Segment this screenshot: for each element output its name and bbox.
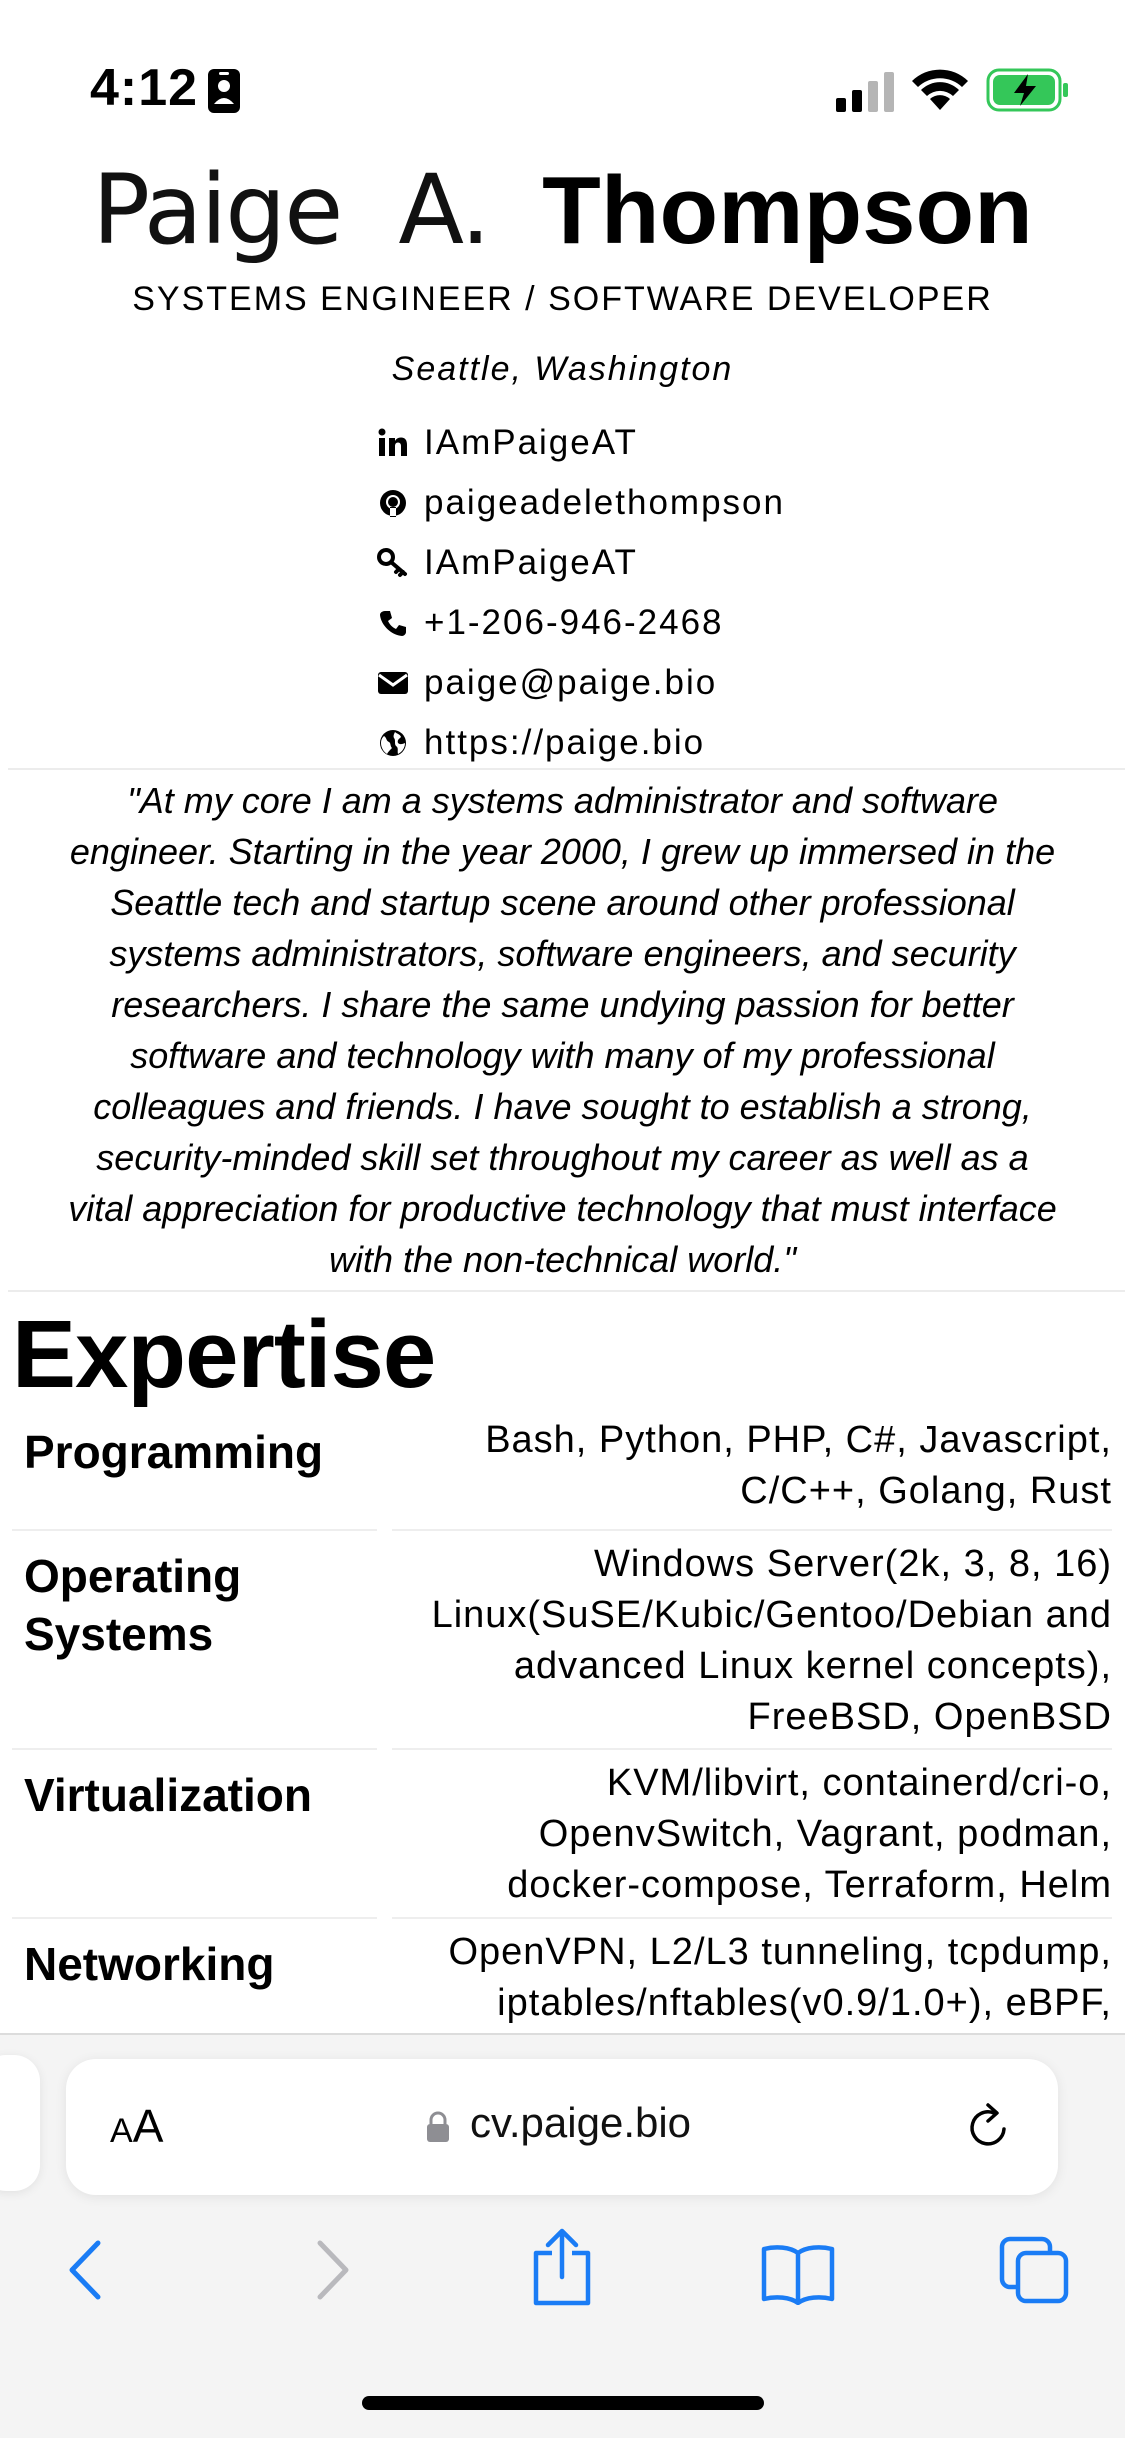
value-line: FreeBSD, OpenBSD bbox=[747, 1696, 1112, 1738]
share-button[interactable] bbox=[530, 2227, 594, 2307]
table-row: Operating Systems Windows Server(2k, 3, … bbox=[12, 1539, 1112, 1749]
battery-charging-icon bbox=[986, 68, 1068, 112]
contact-email-text: paige@paige.bio bbox=[424, 663, 718, 702]
row-label: Virtualization bbox=[24, 1769, 312, 1821]
job-title: SYSTEMS ENGINEER / SOFTWARE DEVELOPER bbox=[132, 280, 993, 318]
location: Seattle, Washington bbox=[391, 350, 734, 388]
value-line: advanced Linux kernel concepts), bbox=[513, 1645, 1112, 1687]
value-line: docker-compose, Terraform, Helm bbox=[507, 1864, 1112, 1906]
contact-github-text: paigeadelethompson bbox=[424, 483, 785, 522]
globe-icon bbox=[376, 726, 410, 760]
contact-keybase[interactable]: IAmPaigeAT bbox=[376, 533, 785, 593]
contact-linkedin[interactable]: IAmPaigeAT bbox=[376, 413, 785, 473]
envelope-icon bbox=[376, 666, 410, 700]
forward-button[interactable] bbox=[312, 2239, 352, 2301]
quote-line: colleagues and friends. I have sought to… bbox=[93, 1086, 1032, 1127]
quote-line: researchers. I share the same undying pa… bbox=[111, 984, 1014, 1025]
row-divider bbox=[392, 1529, 1112, 1531]
contact-website[interactable]: https://paige.bio bbox=[376, 713, 785, 773]
row-value: Windows Server(2k, 3, 8, 16) Linux(SuSE/… bbox=[392, 1539, 1112, 1743]
row-label: Programming bbox=[24, 1426, 324, 1478]
id-badge-icon bbox=[208, 69, 240, 113]
contact-linkedin-text: IAmPaigeAT bbox=[424, 423, 638, 462]
linkedin-icon bbox=[376, 426, 410, 460]
row-divider bbox=[392, 1748, 1112, 1750]
value-line: iptables/nftables(v0.9/1.0+), eBPF, bbox=[497, 1982, 1112, 2024]
home-indicator bbox=[362, 2396, 764, 2410]
value-line: Linux(SuSE/Kubic/Gentoo/Debian and bbox=[431, 1594, 1112, 1636]
reload-icon[interactable] bbox=[964, 2099, 1014, 2153]
row-value: OpenVPN, L2/L3 tunneling, tcpdump, iptab… bbox=[392, 1927, 1112, 2029]
row-divider bbox=[12, 1529, 377, 1531]
value-line: OpenVPN, L2/L3 tunneling, tcpdump, bbox=[448, 1931, 1112, 1973]
quote-line: security-minded skill set throughout my … bbox=[96, 1137, 1029, 1178]
divider bbox=[8, 768, 1125, 770]
bookmarks-button[interactable] bbox=[760, 2243, 836, 2305]
wifi-icon bbox=[912, 69, 968, 110]
contact-github[interactable]: paigeadelethompson bbox=[376, 473, 785, 533]
row-label-line: Systems bbox=[24, 1608, 214, 1660]
row-label-line: Operating bbox=[24, 1550, 242, 1602]
cellular-signal-icon bbox=[836, 72, 894, 112]
url-text[interactable]: cv.paige.bio bbox=[470, 2099, 692, 2146]
row-divider bbox=[392, 1917, 1112, 1919]
quote-line: software and technology with many of my … bbox=[130, 1035, 995, 1076]
row-label: Networking bbox=[24, 1938, 275, 1990]
contact-keybase-text: IAmPaigeAT bbox=[424, 543, 638, 582]
status-time: 4:12 bbox=[90, 59, 199, 117]
lock-icon bbox=[427, 2111, 449, 2142]
contact-website-text: https://paige.bio bbox=[424, 723, 706, 762]
row-value: KVM/libvirt, containerd/cri-o, OpenvSwit… bbox=[392, 1758, 1112, 1911]
quote-line: with the non-technical world." bbox=[328, 1239, 796, 1280]
quote-line: systems administrators, software enginee… bbox=[109, 933, 1016, 974]
key-icon bbox=[376, 546, 410, 580]
row-label: Operating Systems bbox=[24, 1539, 374, 1663]
row-divider bbox=[12, 1748, 377, 1750]
value-line: Bash, Python, PHP, C#, Javascript, bbox=[485, 1419, 1112, 1461]
divider bbox=[8, 1290, 1125, 1292]
tabs-button[interactable] bbox=[998, 2235, 1070, 2305]
contact-email[interactable]: paige@paige.bio bbox=[376, 653, 785, 713]
section-title-expertise: Expertise bbox=[12, 1301, 436, 1408]
back-button[interactable] bbox=[66, 2239, 106, 2301]
table-row: Programming Bash, Python, PHP, C#, Javas… bbox=[12, 1415, 1112, 1527]
previous-tab-preview[interactable] bbox=[0, 2055, 40, 2191]
middle-initial: A. bbox=[398, 154, 490, 266]
value-line: KVM/libvirt, containerd/cri-o, bbox=[606, 1762, 1112, 1804]
last-name: Thompson bbox=[542, 157, 1033, 264]
table-row: Networking OpenVPN, L2/L3 tunneling, tcp… bbox=[12, 1927, 1112, 2047]
resume-name: Paige A. Thompson bbox=[0, 150, 1125, 271]
row-divider bbox=[12, 1917, 377, 1919]
quote-line: vital appreciation for productive techno… bbox=[68, 1188, 1057, 1229]
value-line: OpenvSwitch, Vagrant, podman, bbox=[538, 1813, 1112, 1855]
bio-quote: "At my core I am a systems administrator… bbox=[0, 775, 1125, 1285]
browser-chrome: AA cv.paige.bio bbox=[0, 2033, 1125, 2438]
contact-list: IAmPaigeAT paigeadelethompson IAmPaigeAT… bbox=[376, 413, 785, 773]
table-row: Virtualization KVM/libvirt, containerd/c… bbox=[12, 1758, 1112, 1918]
value-line: Windows Server(2k, 3, 8, 16) bbox=[594, 1543, 1112, 1585]
first-name: Paige bbox=[92, 154, 343, 266]
phone-icon bbox=[376, 606, 410, 640]
value-line: C/C++, Golang, Rust bbox=[740, 1470, 1112, 1512]
reader-options-button[interactable]: AA bbox=[110, 2100, 164, 2152]
contact-phone-text: +1-206-946-2468 bbox=[424, 603, 724, 642]
address-bar[interactable]: AA cv.paige.bio bbox=[66, 2059, 1058, 2195]
status-bar: 4:12 bbox=[0, 0, 1125, 150]
quote-line: "At my core I am a systems administrator… bbox=[126, 780, 999, 821]
quote-line: Seattle tech and startup scene around ot… bbox=[110, 882, 1015, 923]
quote-line: engineer. Starting in the year 2000, I g… bbox=[69, 831, 1056, 872]
contact-phone[interactable]: +1-206-946-2468 bbox=[376, 593, 785, 653]
github-icon bbox=[376, 486, 410, 520]
row-value: Bash, Python, PHP, C#, Javascript, C/C++… bbox=[392, 1415, 1112, 1517]
